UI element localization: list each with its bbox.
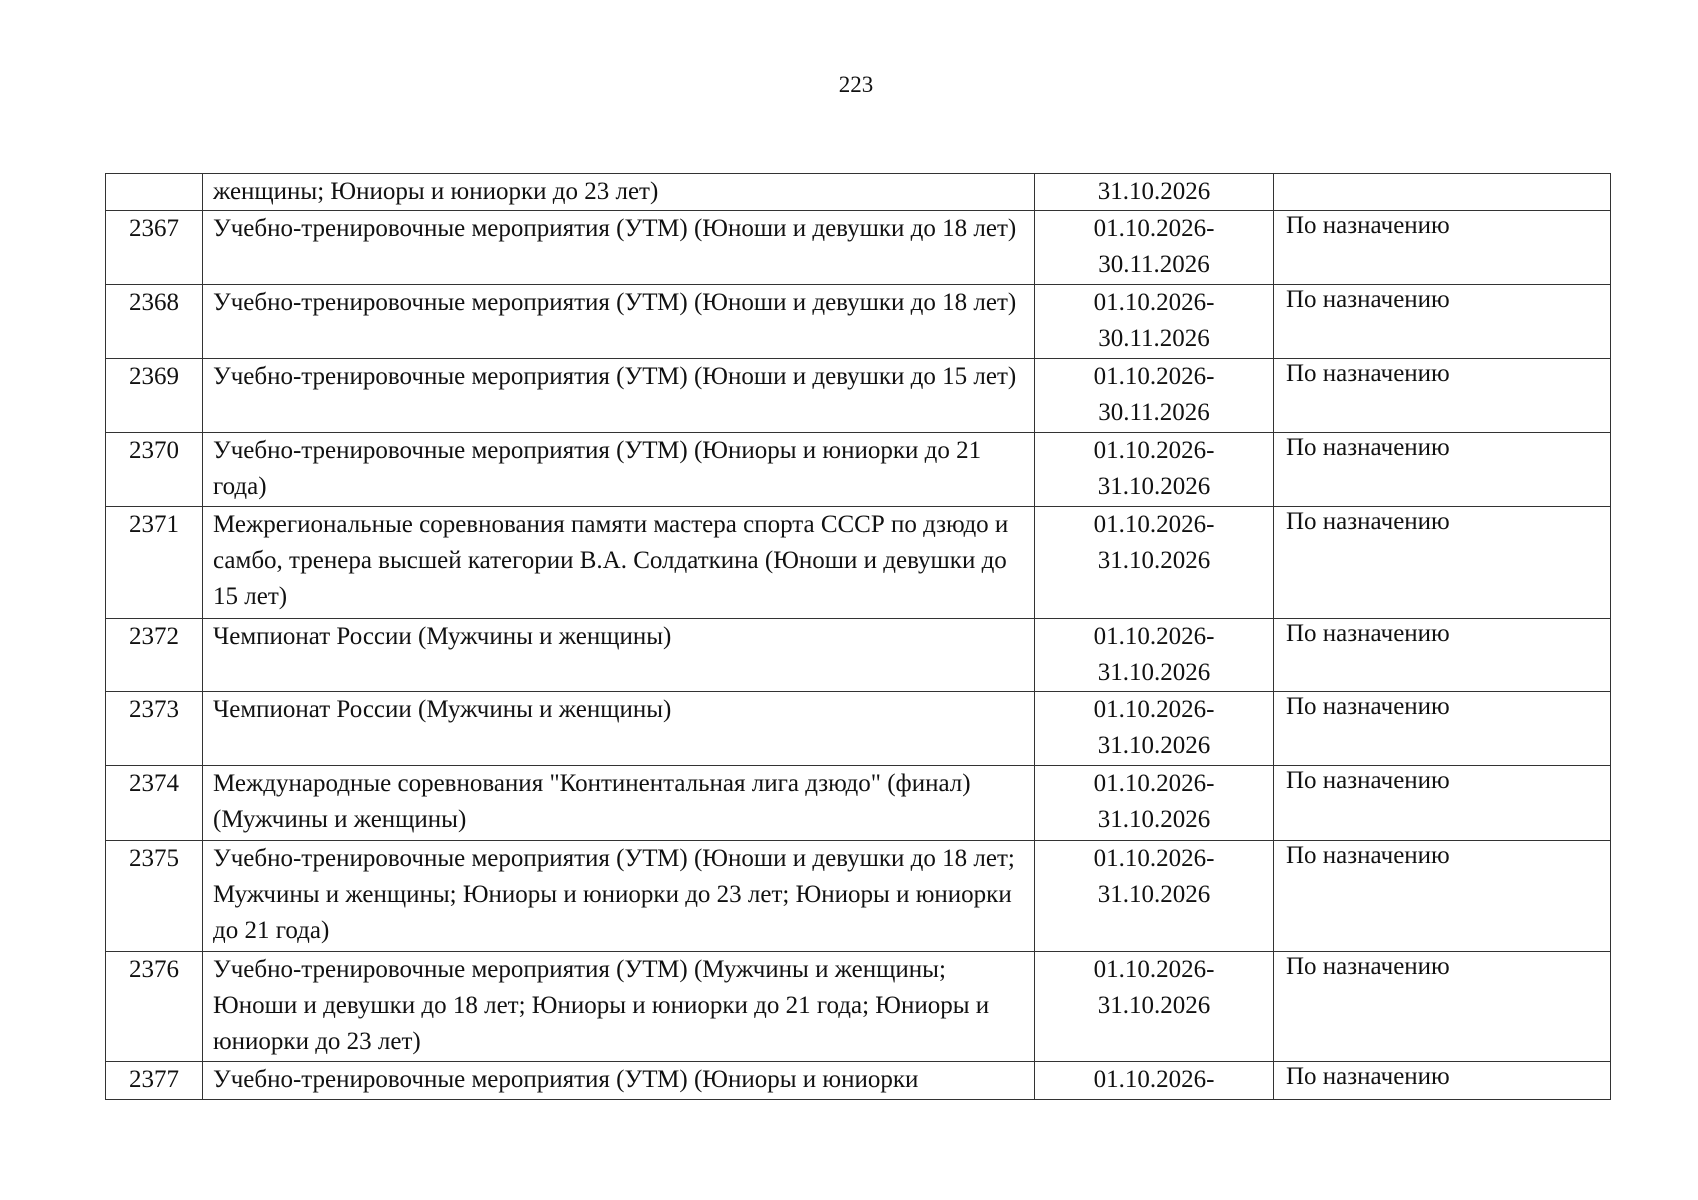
page-number: 223 [838,72,874,97]
event-dates: 01.10.2026- [1093,1066,1215,1093]
event-name: Учебно-тренировочные мероприятия (УТМ) (… [202,210,1035,285]
event-dates-cell: 01.10.2026-31.10.2026 [1034,765,1274,841]
event-responsible: По назначению [1273,765,1611,841]
event-responsible [1273,173,1611,211]
row-number: 2377 [105,1061,203,1100]
event-dates: 01.10.2026-31.10.2026 [1093,845,1215,908]
event-name: Учебно-тренировочные мероприятия (УТМ) (… [202,1061,1035,1100]
row-number: 2369 [105,358,203,433]
event-dates: 01.10.2026-31.10.2026 [1093,437,1215,500]
event-dates: 01.10.2026-31.10.2026 [1093,623,1215,686]
event-responsible: По назначению [1273,691,1611,766]
table-row: 2367 Учебно-тренировочные мероприятия (УТ… [105,210,1611,285]
events-table: женщины; Юниоры и юниорки до 23 лет) 31.1… [105,173,1611,1100]
event-name: Учебно-тренировочные мероприятия (УТМ) (… [202,432,1035,507]
event-name: Учебно-тренировочные мероприятия (УТМ) (… [202,951,1035,1062]
event-dates-cell: 01.10.2026- [1034,1061,1274,1100]
event-dates-cell: 01.10.2026-31.10.2026 [1034,506,1274,619]
event-dates: 31.10.2026 [1097,178,1211,205]
event-name: Учебно-тренировочные мероприятия (УТМ) (… [202,840,1035,952]
table-row: 2368 Учебно-тренировочные мероприятия (УТ… [105,284,1611,359]
event-dates-cell: 01.10.2026-31.10.2026 [1034,432,1274,507]
table-row: 2376 Учебно-тренировочные мероприятия (УТ… [105,951,1611,1062]
row-number [105,173,203,211]
event-responsible: По назначению [1273,1061,1611,1100]
row-number: 2374 [105,765,203,841]
event-dates-cell: 01.10.2026-31.10.2026 [1034,840,1274,952]
row-number: 2376 [105,951,203,1062]
table-row: 2369 Учебно-тренировочные мероприятия (УТ… [105,358,1611,433]
event-responsible: По назначению [1273,358,1611,433]
event-dates: 01.10.2026-31.10.2026 [1093,511,1215,574]
row-number: 2373 [105,691,203,766]
event-name: Чемпионат России (Мужчины и женщины) [202,691,1035,766]
table-row: 2370 Учебно-тренировочные мероприятия (УТ… [105,432,1611,507]
event-dates: 01.10.2026-30.11.2026 [1093,215,1215,278]
event-name: Учебно-тренировочные мероприятия (УТМ) (… [202,358,1035,433]
event-responsible: По назначению [1273,432,1611,507]
row-number: 2372 [105,618,203,692]
table-row: женщины; Юниоры и юниорки до 23 лет) 31.1… [105,173,1611,211]
event-responsible: По назначению [1273,840,1611,952]
event-responsible: По назначению [1273,618,1611,692]
event-dates-cell: 01.10.2026-30.11.2026 [1034,210,1274,285]
event-name: Чемпионат России (Мужчины и женщины) [202,618,1035,692]
table-row: 2373 Чемпионат России (Мужчины и женщины)… [105,691,1611,766]
event-dates: 01.10.2026-31.10.2026 [1093,696,1215,759]
event-dates: 01.10.2026-30.11.2026 [1093,289,1215,352]
table-row: 2377 Учебно-тренировочные мероприятия (УТ… [105,1061,1611,1100]
row-number: 2371 [105,506,203,619]
event-name: Международные соревнования "Континенталь… [202,765,1035,841]
event-dates-cell: 01.10.2026-31.10.2026 [1034,691,1274,766]
event-name: женщины; Юниоры и юниорки до 23 лет) [202,173,1035,211]
event-responsible: По назначению [1273,210,1611,285]
table-row: 2374 Международные соревнования "Континен… [105,765,1611,841]
event-name: Учебно-тренировочные мероприятия (УТМ) (… [202,284,1035,359]
event-dates: 01.10.2026-31.10.2026 [1093,770,1215,833]
event-dates-cell: 01.10.2026-30.11.2026 [1034,284,1274,359]
event-dates-cell: 01.10.2026-31.10.2026 [1034,618,1274,692]
event-dates: 01.10.2026-30.11.2026 [1093,363,1215,426]
event-responsible: По назначению [1273,951,1611,1062]
event-dates: 01.10.2026-31.10.2026 [1093,956,1215,1019]
event-responsible: По назначению [1273,506,1611,619]
event-dates-cell: 01.10.2026-30.11.2026 [1034,358,1274,433]
event-name: Межрегиональные соревнования памяти маст… [202,506,1035,619]
event-dates-cell: 01.10.2026-31.10.2026 [1034,951,1274,1062]
row-number: 2367 [105,210,203,285]
row-number: 2375 [105,840,203,952]
table-row: 2371 Межрегиональные соревнования памяти … [105,506,1611,619]
event-responsible: По назначению [1273,284,1611,359]
row-number: 2368 [105,284,203,359]
table-row: 2372 Чемпионат России (Мужчины и женщины)… [105,618,1611,692]
row-number: 2370 [105,432,203,507]
event-dates-cell: 31.10.2026 [1034,173,1274,211]
table-row: 2375 Учебно-тренировочные мероприятия (УТ… [105,840,1611,952]
